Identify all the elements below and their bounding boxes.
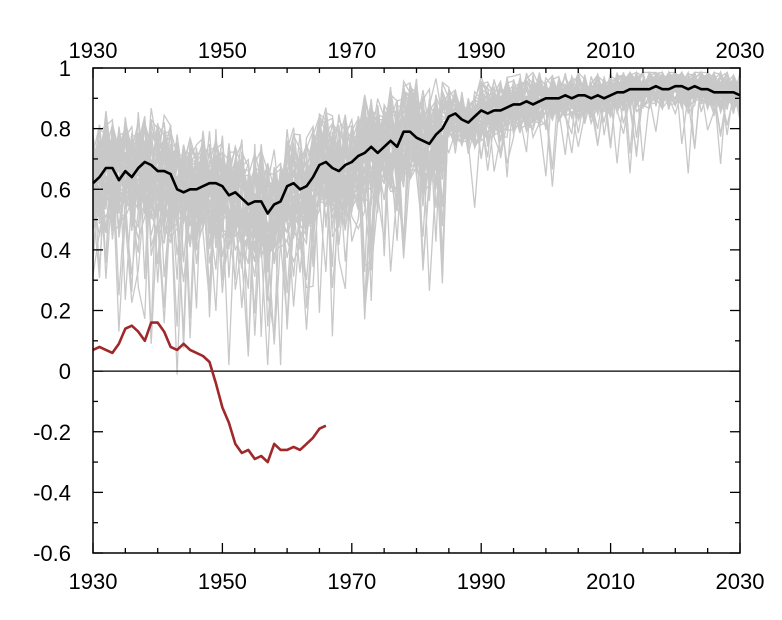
y-tick-label: -0.4 (33, 480, 71, 505)
x-tick-label-bottom: 2030 (716, 569, 765, 594)
y-tick-label: 0.4 (40, 238, 71, 263)
tick-labels: 1930 1930 1950 1950 1970 1970 1990 1990 2010 2010… (33, 38, 764, 594)
y-tick-label: 0.6 (40, 177, 71, 202)
x-tick-label-bottom: 1950 (198, 569, 247, 594)
x-tick-label-top: 1970 (327, 38, 376, 63)
observed-line (92, 321, 327, 464)
y-tick-label: 0.2 (40, 299, 71, 324)
x-tick-label-top: 1990 (457, 38, 506, 63)
x-tick-label-top: 1930 (69, 38, 118, 63)
series-lines (92, 84, 741, 464)
y-tick-label: 0.8 (40, 117, 71, 142)
x-tick-label-bottom: 1990 (457, 569, 506, 594)
x-tick-label-top: 2010 (586, 38, 635, 63)
ensemble-member-line (92, 70, 741, 332)
x-tick-label-top: 1950 (198, 38, 247, 63)
y-tick-label: -0.6 (33, 541, 71, 566)
x-tick-label-bottom: 2010 (586, 569, 635, 594)
y-tick-label: -0.2 (33, 420, 71, 445)
x-tick-label-bottom: 1970 (327, 569, 376, 594)
y-tick-label: 1 (59, 56, 71, 81)
ensemble-member-line (92, 70, 741, 278)
ensemble-member-line (92, 69, 741, 264)
x-tick-label-top: 2030 (716, 38, 765, 63)
x-tick-label-bottom: 1930 (69, 569, 118, 594)
ensemble-lines (92, 69, 741, 375)
y-tick-label: 0 (59, 359, 71, 384)
axis-ticks (92, 67, 741, 554)
ensemble-mean-line (92, 84, 741, 215)
